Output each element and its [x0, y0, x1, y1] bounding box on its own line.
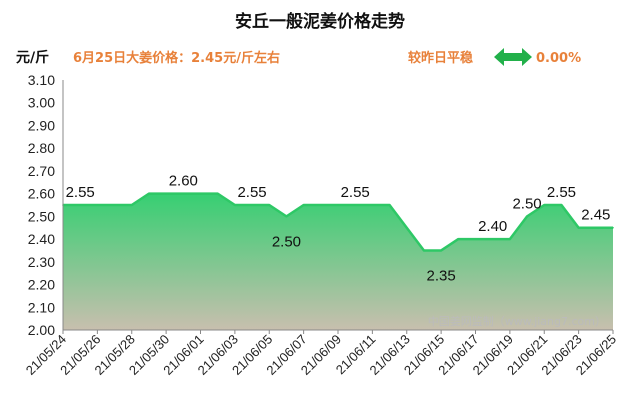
- data-point: [595, 226, 597, 229]
- y-tick-label: 2.10: [28, 299, 55, 315]
- data-point: [165, 192, 167, 195]
- data-point: [337, 204, 339, 206]
- data-point: [199, 192, 202, 195]
- data-point: [320, 204, 322, 206]
- y-tick-label: 2.80: [28, 140, 55, 156]
- data-labels: 2.55 2.60 2.55 2.50 2.55 2.35 2.40 2.50 2.55 2.45: [66, 173, 611, 285]
- data-label: 2.55: [547, 184, 576, 201]
- data-point: [113, 204, 116, 206]
- data-point: [612, 226, 614, 229]
- y-tick-label: 2.30: [28, 254, 55, 270]
- y-tick-label: 2.40: [28, 231, 55, 247]
- compare-label: 较昨日平稳: [408, 50, 473, 66]
- data-point: [543, 204, 546, 206]
- left-right-arrow-icon: [494, 48, 532, 66]
- area-series: [62, 192, 614, 330]
- data-point: [182, 192, 185, 195]
- data-point: [371, 204, 374, 206]
- data-point: [285, 215, 288, 218]
- y-tick-label: 2.90: [28, 117, 55, 133]
- data-label: 2.55: [341, 184, 370, 201]
- data-point: [251, 204, 253, 206]
- data-point: [354, 204, 356, 206]
- watermark: 中国姜网监制（www.jiang7.com）: [428, 314, 606, 328]
- data-point: [148, 192, 150, 195]
- y-tick-label: 2.20: [28, 277, 55, 293]
- data-label: 2.60: [169, 173, 198, 190]
- data-label: 2.40: [478, 218, 507, 235]
- data-point: [268, 204, 271, 206]
- chart-title: 安丘一般泥姜价格走势: [235, 11, 405, 32]
- y-unit-label: 元/斤: [16, 49, 49, 66]
- data-point: [96, 204, 99, 206]
- data-label: 2.55: [66, 184, 95, 201]
- data-point: [216, 192, 219, 195]
- data-point: [577, 226, 580, 229]
- data-point: [79, 204, 81, 206]
- data-point: [526, 215, 528, 218]
- y-tick-label: 3.00: [28, 95, 55, 111]
- price-note: 6月25日大姜价格：2.45元/斤左右: [73, 50, 280, 66]
- data-point: [474, 238, 477, 240]
- compare-value: 0.00%: [536, 51, 581, 66]
- y-tick-label: 3.10: [28, 72, 55, 88]
- y-tick-label: 2.60: [28, 186, 55, 202]
- data-point: [234, 204, 236, 206]
- y-tick-label: 2.70: [28, 163, 55, 179]
- data-point: [509, 238, 511, 240]
- data-label: 2.50: [512, 195, 541, 212]
- data-point: [423, 249, 425, 252]
- x-axis-ticks: 21/05/2421/05/2621/05/2821/05/3021/06/01…: [23, 330, 619, 378]
- data-label: 2.45: [581, 207, 610, 224]
- data-point: [560, 204, 563, 206]
- data-point: [491, 238, 494, 240]
- data-label: 2.55: [237, 184, 266, 201]
- data-point: [440, 249, 442, 252]
- data-point: [457, 238, 460, 240]
- data-label: 2.35: [427, 267, 456, 284]
- data-point: [405, 226, 408, 229]
- y-tick-label: 2.50: [28, 208, 55, 224]
- y-axis-ticks: 2.00 2.10 2.20 2.30 2.40 2.50 2.60 2.70 2.80 2.90…: [28, 72, 55, 338]
- data-point: [388, 204, 391, 206]
- y-tick-label: 2.00: [28, 322, 55, 338]
- data-point: [130, 204, 133, 206]
- data-point: [302, 204, 305, 206]
- data-label: 2.50: [272, 233, 301, 250]
- area-fill: [63, 193, 613, 330]
